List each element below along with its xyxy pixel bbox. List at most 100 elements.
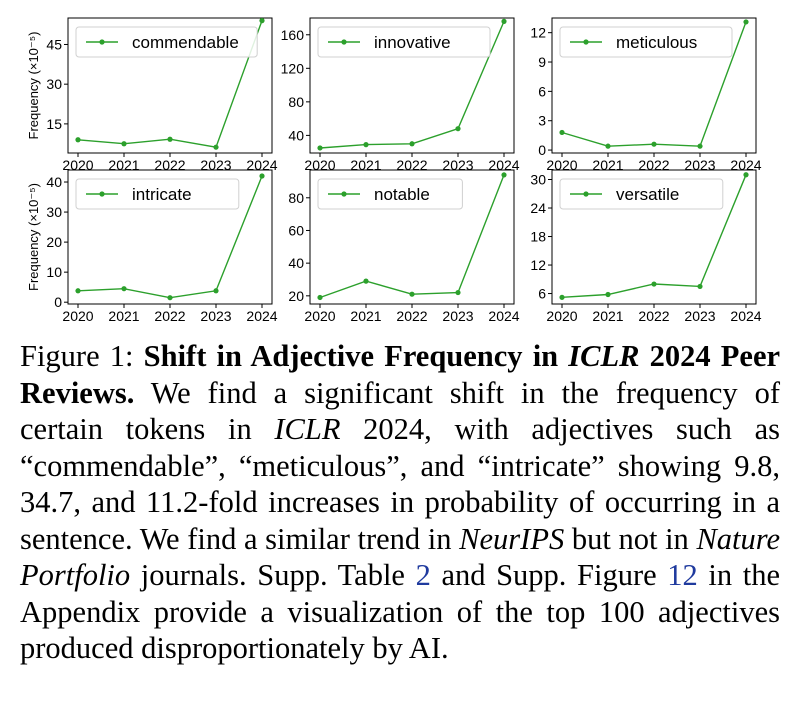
legend-label-intricate: intricate	[132, 185, 192, 204]
chart-panel-meticulous: 0 3 6 9 12 2020 2021 2022 2023 2024 meticulous	[530, 17, 762, 173]
data-point	[121, 141, 127, 147]
legend-label-commendable: commendable	[132, 33, 239, 52]
legend-marker-icon	[341, 191, 347, 197]
data-point	[167, 136, 173, 142]
caption-title-b: 2024 Peer Reviews.	[20, 339, 781, 410]
x-tick-label: 2024	[488, 157, 519, 173]
y-tick-label: 0	[54, 294, 62, 310]
x-tick-label: 2021	[592, 308, 623, 324]
caption-text-3: but not in	[571, 521, 689, 556]
y-tick-label: 60	[288, 222, 304, 238]
y-tick-label: 80	[288, 190, 304, 206]
x-tick-label: 2021	[350, 308, 381, 324]
data-point	[605, 291, 611, 298]
x-tick-label: 2022	[154, 308, 185, 324]
x-tick-label: 2020	[546, 308, 577, 324]
legend-label-meticulous: meticulous	[616, 33, 697, 52]
data-point	[651, 141, 657, 147]
y-tick-label: 12	[530, 257, 546, 273]
x-tick-label: 2024	[730, 157, 761, 173]
chart-panel-intricate: 0 10 20 30 40 2020 2021 2022 2023 2024 intricate Fr…	[26, 169, 278, 324]
x-tick-label: 2021	[350, 157, 381, 173]
y-tick-label: 18	[530, 229, 546, 245]
caption-text-1: We find a significant shift in the frequ…	[20, 375, 781, 447]
x-tick-label: 2021	[108, 157, 139, 173]
legend-label-versatile: versatile	[616, 185, 679, 204]
legend-box	[559, 178, 724, 210]
y-tick-label: 30	[46, 76, 62, 92]
data-point	[75, 137, 81, 143]
x-tick-label: 2020	[304, 157, 335, 173]
y-tick-label: 40	[288, 127, 304, 143]
y-tick-label: 40	[46, 174, 62, 190]
y-tick-label: 3	[538, 113, 546, 129]
y-tick-label: 160	[281, 27, 305, 43]
data-point	[167, 295, 173, 301]
legend-box	[559, 26, 733, 58]
x-tick-label: 2024	[488, 308, 519, 324]
y-tick-label: 20	[46, 234, 62, 250]
legend-box	[317, 178, 463, 210]
data-point	[317, 145, 323, 151]
y-axis-label: Frequency (×10⁻⁵)	[26, 183, 41, 291]
data-point	[213, 144, 219, 150]
y-tick-label: 0	[538, 142, 546, 158]
x-tick-label: 2020	[62, 157, 93, 173]
y-tick-label: 9	[538, 54, 546, 70]
data-point	[259, 18, 265, 24]
data-point	[743, 19, 749, 25]
legend-box	[75, 26, 258, 58]
x-tick-label: 2024	[730, 308, 761, 324]
x-tick-label: 2023	[684, 308, 715, 324]
legend-marker-icon	[583, 39, 589, 45]
data-point	[409, 141, 415, 147]
y-tick-label: 6	[538, 83, 546, 99]
data-point	[501, 172, 507, 178]
caption-neurips: NeurIPS	[459, 521, 565, 556]
y-tick-label: 45	[46, 36, 62, 52]
caption-text-5: and Supp. Figure	[441, 558, 657, 592]
legend-marker-icon	[341, 39, 347, 45]
x-tick-label: 2022	[396, 157, 427, 173]
x-tick-label: 2023	[200, 157, 231, 173]
data-point	[559, 129, 565, 136]
x-tick-label: 2020	[304, 308, 335, 324]
caption-title-a: Shift in Adjective Frequency in	[143, 339, 559, 373]
legend-box	[317, 26, 491, 58]
legend-marker-icon	[583, 191, 589, 197]
legend-label-notable: notable	[374, 185, 430, 204]
data-point	[409, 291, 415, 297]
caption-title-venue: ICLR	[568, 339, 640, 373]
chart-panel-notable: 20 40 60 80 2020 2021 2022 2023 2024 notable	[288, 169, 520, 324]
legend-marker-icon	[99, 39, 105, 45]
data-point	[363, 142, 369, 148]
data-point	[363, 278, 369, 284]
x-tick-label: 2023	[442, 308, 473, 324]
data-point	[259, 173, 265, 179]
caption-venue: ICLR	[274, 412, 341, 446]
y-tick-label: 24	[530, 200, 546, 216]
data-point	[455, 126, 461, 132]
x-tick-label: 2022	[638, 308, 669, 324]
caption-text-2: 2024, with adjectives such as “commendab…	[20, 412, 781, 556]
y-tick-label: 30	[46, 204, 62, 220]
x-tick-label: 2022	[154, 157, 185, 173]
chart-panel-commendable: 15 30 45 2020 2021 2022 2023 2024 commendable Fre…	[26, 17, 278, 173]
figure-ref-link[interactable]: 12	[667, 558, 698, 592]
table-ref-link[interactable]: 2	[415, 558, 431, 592]
data-point	[697, 283, 703, 290]
data-point	[605, 143, 611, 149]
y-axis-label: Frequency (×10⁻⁵)	[26, 32, 41, 140]
caption-nature: Nature Portfolio	[20, 521, 781, 593]
data-point	[317, 294, 323, 301]
y-tick-label: 30	[530, 172, 546, 188]
caption-text-6: in the Appendix provide a visualization …	[20, 558, 780, 665]
data-point	[75, 288, 81, 294]
caption-label: Figure 1:	[20, 339, 134, 373]
data-point	[455, 289, 461, 296]
data-point	[743, 172, 749, 178]
chart-panel-versatile: 6 12 18 24 30 2020 2021 2022 2023 2024 versatile	[530, 169, 762, 324]
data-point	[501, 18, 507, 24]
legend-label-innovative: innovative	[374, 33, 451, 52]
y-tick-label: 12	[530, 25, 546, 41]
